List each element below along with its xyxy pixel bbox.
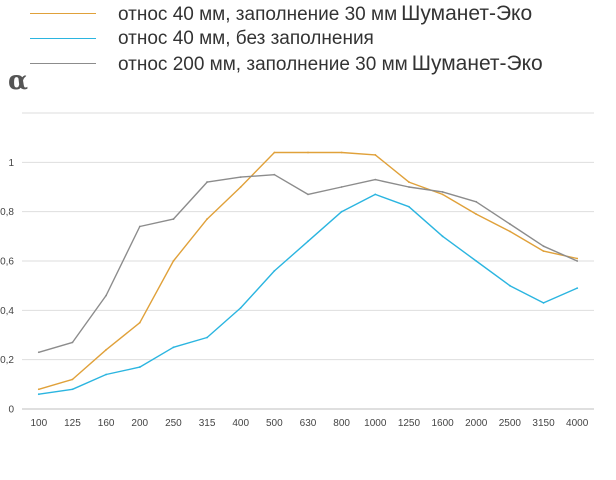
data-point	[475, 200, 478, 203]
data-point	[340, 186, 343, 188]
data-point	[408, 181, 410, 183]
data-point	[307, 240, 309, 243]
data-point	[273, 173, 276, 176]
data-point	[105, 294, 108, 297]
legend-swatch-gray	[30, 63, 96, 64]
y-tick-label: 0,8	[0, 207, 14, 218]
x-tick-label: 160	[98, 418, 115, 429]
data-point	[239, 186, 242, 188]
data-point	[172, 260, 175, 262]
data-point	[273, 151, 276, 154]
data-point	[340, 151, 343, 154]
data-point	[475, 213, 478, 216]
x-tick-label: 4000	[566, 418, 589, 429]
x-tick-label: 1250	[398, 418, 421, 429]
data-point	[37, 351, 40, 354]
data-point	[508, 284, 511, 287]
data-point	[441, 235, 444, 238]
x-tick-label: 1000	[364, 418, 387, 429]
series-line-2	[38, 173, 578, 353]
y-tick-label: 1	[8, 158, 14, 169]
x-tick-label: 500	[266, 418, 283, 429]
legend-item-filled-40: относ 40 мм, заполнение 30 мм Шуманет-Эко	[0, 2, 616, 26]
y-tick-label: 0	[8, 405, 14, 416]
x-tick-label: 1600	[431, 418, 454, 429]
data-point	[138, 225, 141, 228]
data-point	[576, 257, 579, 260]
data-point	[374, 193, 377, 196]
x-tick-label: 800	[333, 418, 350, 429]
data-point	[441, 191, 444, 193]
y-tick-label: 0,2	[0, 355, 14, 366]
legend-label: относ 200 мм, заполнение 30 мм	[118, 54, 408, 75]
x-tick-label: 200	[131, 418, 148, 429]
legend-item-filled-200: относ 200 мм, заполнение 30 мм Шуманет-Эк…	[0, 52, 616, 76]
data-point	[105, 373, 108, 376]
x-tick-label: 3150	[532, 418, 555, 429]
data-point	[576, 260, 579, 262]
data-point	[374, 154, 377, 156]
x-tick-label: 2500	[499, 418, 522, 429]
data-point	[105, 348, 108, 351]
data-point	[542, 302, 545, 304]
data-point	[307, 193, 309, 196]
x-tick-label: 2000	[465, 418, 488, 429]
data-point	[508, 223, 511, 225]
legend-item-empty-40: относ 40 мм, без заполнения	[0, 27, 616, 51]
data-point	[37, 393, 40, 396]
data-point	[37, 388, 40, 391]
data-point	[239, 176, 242, 179]
x-tick-label: 315	[199, 418, 216, 429]
x-tick-label: 630	[300, 418, 317, 429]
data-point	[71, 378, 74, 381]
x-tick-label: 100	[30, 418, 47, 429]
x-tick-label: 400	[232, 418, 249, 429]
data-point	[441, 193, 444, 196]
x-tick-label: 250	[165, 418, 182, 429]
legend-brand: Шуманет-Эко	[401, 2, 533, 25]
data-point	[71, 341, 74, 344]
legend-swatch-orange	[30, 13, 96, 14]
data-point	[273, 269, 276, 272]
data-point	[340, 210, 343, 213]
legend-swatch-blue	[30, 38, 96, 39]
data-point	[206, 218, 208, 220]
data-point	[542, 250, 545, 253]
data-point	[71, 388, 74, 391]
data-point	[206, 181, 208, 183]
y-tick-label: 0,6	[0, 257, 14, 268]
data-point	[576, 287, 579, 290]
legend-label: относ 40 мм, заполнение 30 мм	[118, 4, 398, 25]
data-point	[374, 178, 377, 181]
data-point	[138, 321, 141, 324]
data-point	[508, 230, 511, 233]
data-point	[172, 346, 175, 349]
data-point	[475, 260, 478, 262]
data-point	[206, 336, 208, 339]
y-axis-label: α	[8, 66, 29, 96]
data-point	[172, 218, 175, 220]
x-tick-label: 125	[64, 418, 81, 429]
legend-label: относ 40 мм, без заполнения	[118, 28, 374, 49]
legend-brand: Шуманет-Эко	[411, 52, 543, 75]
data-point	[408, 205, 410, 208]
data-point	[408, 186, 410, 188]
data-point	[307, 151, 309, 154]
y-tick-label: 0,4	[0, 306, 14, 317]
data-point	[138, 366, 141, 368]
series-line-0	[38, 151, 578, 390]
data-point	[542, 245, 545, 248]
data-point	[239, 306, 242, 309]
